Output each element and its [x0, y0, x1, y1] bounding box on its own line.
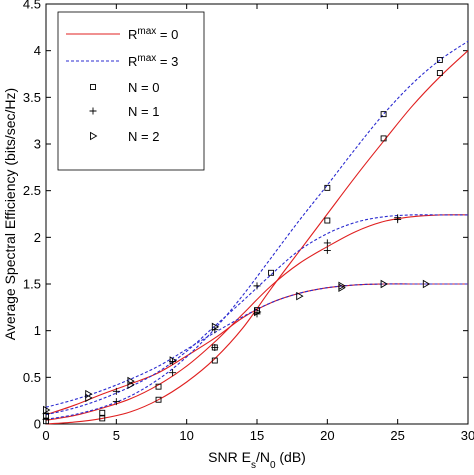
marker-triangle [254, 307, 262, 317]
legend-entry-label: N = 2 [128, 129, 159, 144]
marker-square [211, 357, 218, 364]
marker-square [268, 269, 275, 276]
y-tick-label: 1 [34, 323, 41, 338]
marker-plus [253, 282, 261, 290]
marker-square [99, 415, 106, 422]
marker-square [155, 396, 162, 403]
marker-plus [211, 343, 219, 351]
marker-triangle [43, 405, 51, 415]
y-tick-label: 1.5 [23, 277, 41, 292]
legend-entry-label: N = 0 [128, 80, 159, 95]
legend-marker-3 [89, 107, 97, 115]
y-tick-label: 2 [34, 230, 41, 245]
marker-triangle [85, 389, 93, 399]
marker-triangle [338, 283, 346, 293]
marker-square [380, 135, 387, 142]
marker-plus [169, 369, 177, 377]
series-line-rmax3-n2 [45, 283, 468, 408]
x-tick-label: 30 [461, 428, 474, 443]
marker-plus [112, 387, 120, 395]
x-axis-label: SNR Es/N0 (dB) [208, 449, 306, 470]
series-line-rmax0-n1 [45, 214, 469, 421]
marker-plus [112, 398, 120, 406]
marker-triangle [127, 376, 135, 386]
marker-square [436, 57, 443, 63]
marker-plus [323, 239, 331, 247]
marker-square [155, 383, 162, 390]
y-tick-label: 3 [34, 137, 41, 152]
marker-triangle [380, 279, 388, 289]
x-tick-label: 5 [113, 428, 120, 443]
marker-square [324, 184, 331, 191]
marker-square [324, 217, 331, 224]
marker-square [380, 111, 387, 118]
marker-square [436, 70, 443, 77]
y-tick-label: 2.5 [23, 183, 41, 198]
marker-square [99, 409, 106, 416]
marker-plus [394, 214, 402, 222]
x-tick-label: 10 [179, 428, 193, 443]
marker-triangle [296, 291, 304, 301]
legend-entry-label: Rmax = 0 [128, 26, 178, 43]
x-tick-label: 20 [320, 428, 334, 443]
y-tick-label: 4.5 [23, 0, 41, 12]
x-tick-label: 0 [42, 428, 49, 443]
marker-plus [323, 246, 331, 254]
y-tick-label: 4 [34, 43, 41, 58]
legend-entry-label: Rmax = 3 [128, 53, 178, 70]
y-tick-label: 0.5 [23, 370, 41, 385]
y-axis-label: Average Spectral Efficiency (bits/sec/Hz… [2, 88, 18, 340]
marker-triangle [422, 279, 431, 289]
y-tick-label: 3.5 [23, 90, 41, 105]
marker-triangle [211, 322, 220, 332]
legend-box [57, 11, 205, 171]
x-tick-label: 25 [390, 428, 404, 443]
series-line-rmax0-n2 [45, 283, 468, 416]
y-tick-label: 0 [34, 417, 41, 432]
x-tick-label: 15 [250, 428, 264, 443]
legend-entry-label: N = 1 [128, 104, 159, 119]
legend-marker-2 [90, 84, 96, 90]
legend-marker-4 [90, 131, 98, 141]
series-line-rmax0-n0 [45, 50, 469, 425]
marker-triangle [169, 356, 177, 365]
